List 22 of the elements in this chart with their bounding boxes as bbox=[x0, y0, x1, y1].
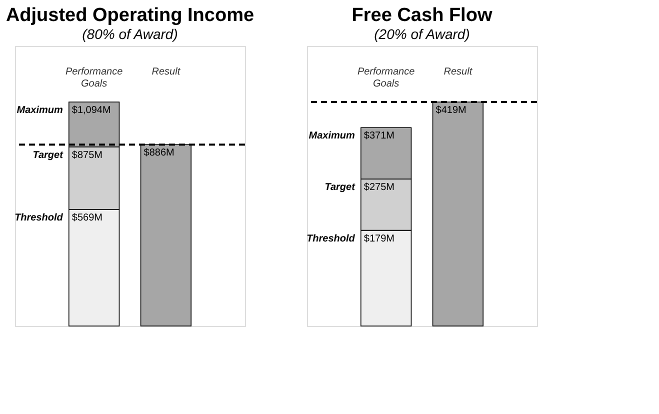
annotation: $1,094M bbox=[72, 105, 111, 116]
series-label: Maximum bbox=[16, 105, 64, 116]
series-label: Target bbox=[324, 182, 356, 193]
data-label: $886M bbox=[144, 148, 174, 159]
series-label: Target bbox=[32, 150, 64, 161]
data-label: $419M bbox=[436, 105, 466, 116]
chart-subtitle: (80% of Award) bbox=[82, 26, 178, 42]
annotation: $875M bbox=[72, 150, 102, 161]
series-label: Threshold bbox=[14, 212, 64, 224]
series-label: Threshold bbox=[306, 233, 356, 244]
x-tick-label: Performance Goals bbox=[357, 66, 416, 90]
data-label: $569M bbox=[72, 212, 102, 224]
data-label: $179M bbox=[364, 233, 394, 244]
annotation: $371M bbox=[364, 130, 394, 142]
x-tick-label: Result bbox=[152, 66, 182, 78]
series-label: Maximum bbox=[308, 130, 356, 142]
chart-title: Free Cash Flow bbox=[352, 5, 492, 26]
annotation: $275M bbox=[364, 182, 394, 193]
x-tick-label: Result bbox=[444, 66, 474, 78]
x-tick-label: Performance Goals bbox=[65, 66, 124, 90]
chart-subtitle: (20% of Award) bbox=[374, 26, 470, 42]
chart-title: Adjusted Operating Income bbox=[6, 5, 254, 26]
